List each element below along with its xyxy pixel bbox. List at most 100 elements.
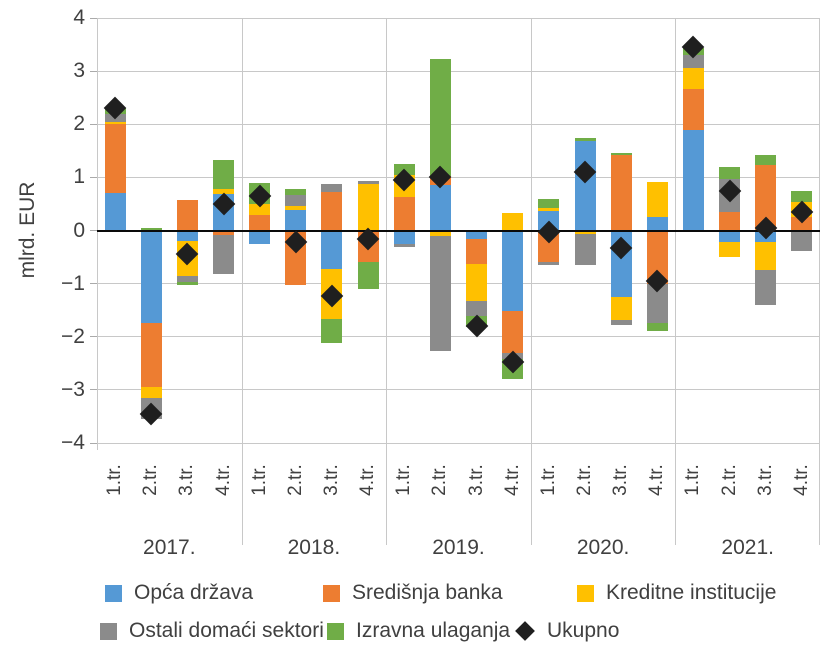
bar-segment [429, 58, 451, 176]
bar-segment [646, 217, 668, 231]
bar-segment [176, 282, 198, 286]
x-axis-quarter-label: 2.tr. [574, 464, 596, 496]
bar-segment [682, 88, 704, 131]
bar-segment [646, 182, 668, 218]
bar-segment [321, 192, 343, 231]
bar-segment [393, 230, 415, 244]
bar-segment [466, 239, 488, 264]
y-axis-tick-label: 0 [73, 218, 85, 242]
y-axis-tick-label: 1 [73, 165, 85, 189]
legend-swatch-blue [105, 584, 122, 602]
bar-segment [755, 154, 777, 166]
bar-segment [429, 236, 451, 351]
bar-segment [646, 322, 668, 331]
bar-segment [393, 197, 415, 231]
x-axis-quarter-label: 2.tr. [284, 464, 306, 496]
bar-segment [466, 230, 488, 239]
bar-segment [213, 235, 235, 275]
y-axis-tick [90, 176, 97, 178]
bar-segment [538, 199, 560, 208]
x-axis-quarter-label: 4.tr. [790, 464, 812, 496]
bar-segment [610, 153, 632, 156]
legend-swatch-gray [100, 622, 117, 640]
x-axis-quarter-label: 4.tr. [646, 464, 668, 496]
bar-segment [791, 230, 813, 252]
x-axis-quarter-label: 2.tr. [718, 464, 740, 496]
x-axis-quarter-label: 3.tr. [320, 464, 342, 496]
bar-segment [791, 191, 813, 203]
x-axis-quarter-label: 3.tr. [465, 464, 487, 496]
y-axis-tick-label: 2 [73, 112, 85, 136]
horizontal-gridline [97, 17, 820, 19]
bar-segment [719, 166, 741, 179]
bar-segment [104, 121, 126, 125]
legend-label: Središnja banka [352, 581, 503, 604]
bar-segment [646, 284, 668, 323]
bar-segment [285, 195, 307, 206]
bar-segment [574, 233, 596, 265]
plot-area: 1.tr. 2.tr. 3.tr. 4.tr. 1.tr. 2.tr. 3.tr. 4.tr.… [90, 17, 820, 559]
y-axis-tick [90, 389, 97, 391]
x-axis-quarter-label: 3.tr. [754, 464, 776, 496]
bar-segment [357, 262, 379, 289]
bar-segment [357, 183, 379, 231]
bar-segment [755, 269, 777, 305]
y-axis-tick-label: 4 [73, 6, 85, 29]
y-axis-tick [90, 283, 97, 285]
bar-segment [755, 165, 777, 231]
legend-item: Središnja banka [323, 581, 503, 604]
y-axis-tick [90, 442, 97, 444]
bar-segment [140, 323, 162, 388]
bar-segment [140, 227, 162, 231]
x-axis-year-label: 2021. [721, 536, 774, 559]
bar-segment [610, 319, 632, 325]
y-axis-tick-label: −3 [61, 377, 85, 401]
bar-segment [466, 300, 488, 316]
bar-segment [321, 230, 343, 269]
horizontal-gridline [97, 283, 820, 285]
x-axis-quarter-label: 1.tr. [104, 464, 126, 496]
bar-segment [321, 183, 343, 193]
legend-label: Kreditne institucije [606, 581, 777, 604]
bar-segment [646, 230, 668, 285]
bar-segment [140, 230, 162, 324]
x-axis-tick [97, 443, 98, 450]
x-axis-quarter-label: 4.tr. [501, 464, 523, 496]
x-axis-quarter-label: 4.tr. [212, 464, 234, 496]
legend-swatch-orange [323, 584, 340, 602]
bar-segment [176, 230, 198, 242]
y-axis-tick-label: −1 [61, 271, 85, 295]
year-separator-line [241, 443, 243, 545]
legend-label: Opća država [134, 581, 254, 604]
bar-segment [719, 211, 741, 231]
x-axis-quarter-label: 1.tr. [248, 464, 270, 496]
bar-segment [285, 205, 307, 211]
legend-item: Kreditne institucije [577, 581, 777, 604]
bar-segment [285, 188, 307, 196]
y-axis-tick [90, 123, 97, 125]
bar-segment [357, 180, 379, 184]
y-axis-tick-label: 3 [73, 59, 85, 83]
horizontal-gridline [97, 123, 820, 125]
bar-segment [429, 185, 451, 231]
bar-segment [104, 124, 126, 194]
y-axis-tick [90, 70, 97, 72]
bar-segment [249, 214, 271, 231]
x-axis-year-label: 2017. [143, 536, 196, 559]
bar-segment [176, 199, 198, 231]
bar-segment [610, 155, 632, 231]
legend-swatch-green [327, 622, 344, 640]
bar-segment [719, 230, 741, 242]
y-axis-tick [90, 17, 97, 19]
bar-segment [502, 230, 524, 311]
bar-segment [140, 387, 162, 398]
bar-segment [610, 297, 632, 320]
bar-segment [574, 140, 596, 231]
legend-label: Ostali domaći sektori [129, 619, 324, 642]
bar-segment [502, 310, 524, 353]
horizontal-gridline [97, 176, 820, 178]
y-axis-tick-label: −2 [61, 324, 85, 348]
x-axis-quarter-label: 2.tr. [429, 464, 451, 496]
bar-segment [285, 210, 307, 231]
